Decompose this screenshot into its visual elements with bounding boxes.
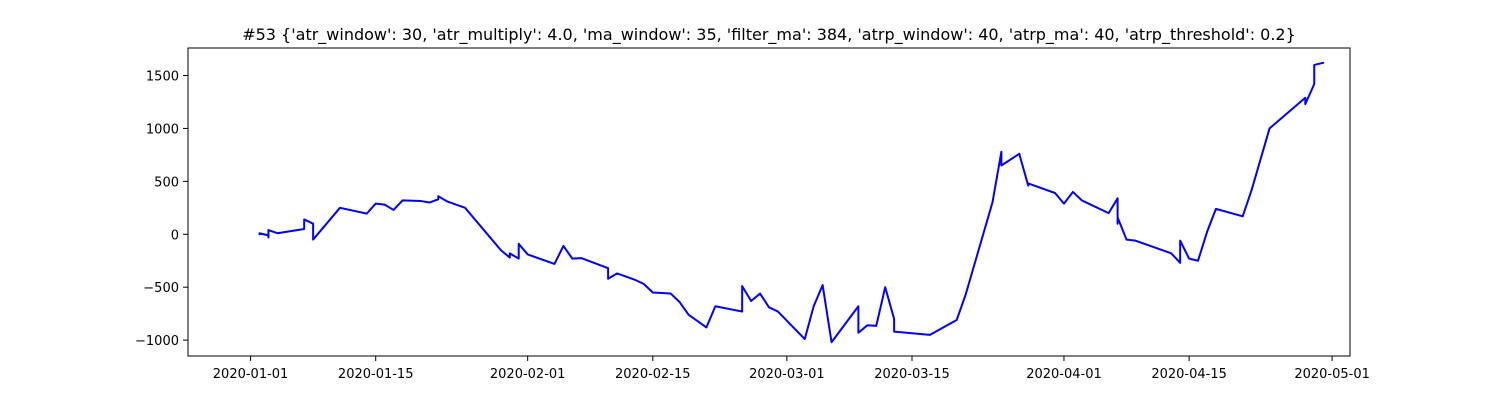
- x-tick-label: 2020-04-01: [1026, 367, 1102, 382]
- y-tick-label: −500: [143, 281, 179, 296]
- y-axis: −1000 −500 0 500 1000 1500: [135, 70, 188, 349]
- plot-frame: [187, 47, 1351, 357]
- x-tick-label: 2020-01-01: [213, 367, 289, 382]
- x-tick-label: 2020-02-01: [490, 367, 566, 382]
- x-tick-label: 2020-03-01: [749, 367, 825, 382]
- x-axis: 2020-01-01 2020-01-15 2020-02-01 2020-02-15…: [213, 356, 1370, 382]
- y-tick-label: −1000: [135, 334, 179, 349]
- x-tick-label: 2020-03-15: [874, 367, 950, 382]
- x-tick-label: 2020-02-15: [615, 367, 691, 382]
- series-line: [258, 61, 1325, 344]
- x-tick-label: 2020-01-15: [338, 367, 414, 382]
- x-tick-label: 2020-04-15: [1151, 367, 1227, 382]
- y-tick-label: 500: [154, 175, 179, 190]
- y-tick-label: 1500: [146, 70, 179, 85]
- y-tick-label: 1000: [146, 122, 179, 137]
- chart-title: #53 {'atr_window': 30, 'atr_multiply': 4…: [242, 25, 1296, 45]
- y-tick-label: 0: [171, 228, 179, 243]
- x-tick-label: 2020-05-01: [1294, 367, 1370, 382]
